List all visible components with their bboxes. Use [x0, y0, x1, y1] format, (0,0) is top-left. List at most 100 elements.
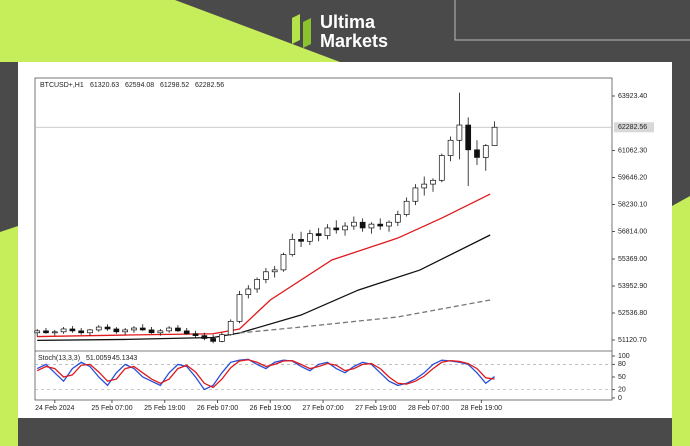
price-box — [614, 122, 654, 133]
candle-body — [482, 145, 489, 158]
candle-body — [377, 223, 384, 227]
candle-body — [113, 328, 120, 333]
stoch-title: Stoch(13,3,3) — [38, 355, 80, 362]
y-tick-label: 55369.00 — [618, 256, 647, 263]
candle-body — [183, 330, 190, 335]
x-tick-label: 26 Feb 07:00 — [197, 405, 238, 412]
x-tick-label: 27 Feb 19:00 — [355, 405, 396, 412]
header-open: 61320.63 — [90, 82, 119, 89]
candle-body — [51, 331, 58, 334]
candle-body — [359, 221, 366, 229]
panel — [18, 62, 672, 418]
stoch-signal: 45.1343 — [112, 355, 137, 362]
candle-body — [60, 328, 67, 333]
candle-body — [192, 333, 199, 336]
y-tick-label: 51120.70 — [618, 337, 647, 344]
x-tick-label: 25 Feb 07:00 — [91, 405, 132, 412]
indicator-line — [37, 193, 491, 338]
candle-body — [298, 239, 304, 242]
candle-body — [78, 330, 85, 334]
logo: Ultima Markets — [292, 12, 388, 51]
x-tick-label: 25 Feb 19:00 — [144, 405, 185, 412]
candle-body — [474, 149, 480, 158]
header-low: 61298.52 — [160, 82, 189, 89]
brand-name: Ultima — [320, 12, 376, 32]
y-tick-label: 0 — [618, 395, 622, 402]
candle-body — [157, 330, 164, 334]
indicator-line — [36, 358, 495, 391]
candle-body — [307, 233, 313, 242]
candle-body — [219, 334, 225, 342]
candle-body — [166, 327, 172, 332]
candle-body — [333, 227, 340, 231]
y-tick-label: 61062.30 — [618, 147, 647, 154]
candle-body — [104, 326, 111, 330]
candle-body — [245, 288, 252, 296]
candle-body — [456, 124, 463, 141]
candle-body — [280, 254, 287, 271]
candle-body — [315, 233, 322, 236]
y-tick-label: 50 — [618, 374, 626, 381]
header-high: 62594.08 — [125, 82, 154, 89]
logo-icon — [303, 18, 311, 48]
candle-body — [394, 214, 401, 223]
candle-body — [403, 200, 410, 215]
stoch-main: 51.0059 — [86, 355, 111, 362]
candle-body — [368, 223, 375, 229]
y-tick-label: 63923.40 — [618, 93, 647, 100]
candle-body — [412, 187, 419, 202]
candle-body — [148, 329, 155, 334]
x-tick-label: 28 Feb 19:00 — [461, 405, 502, 412]
candle-body — [69, 328, 76, 332]
decor-line — [454, 0, 690, 41]
candle-body — [34, 330, 41, 334]
brand-name: Markets — [320, 31, 388, 51]
accent — [0, 226, 18, 446]
x-tick-label: 26 Feb 19:00 — [250, 405, 291, 412]
candle-body — [122, 329, 129, 333]
candle-body — [210, 338, 216, 342]
y-tick-label: 20 — [618, 386, 626, 393]
indicator-line — [37, 234, 491, 342]
candle-body — [87, 329, 93, 334]
candle-body — [491, 126, 498, 146]
candle-body — [324, 227, 331, 236]
candle-body — [289, 239, 296, 255]
candle-body — [175, 327, 181, 332]
candle-body — [236, 294, 243, 322]
candle-body — [430, 179, 436, 185]
y-tick-label: 59646.20 — [618, 174, 647, 181]
candle-body — [201, 335, 208, 339]
candle-body — [263, 271, 269, 280]
candle-body — [227, 320, 234, 336]
candle-body — [139, 327, 146, 331]
candle-body — [465, 124, 472, 151]
candle-body — [254, 279, 260, 290]
candle-body — [131, 327, 137, 331]
y-tick-label: 56814.00 — [618, 228, 647, 235]
candle-body — [386, 221, 392, 227]
y-tick-label: 100 — [618, 353, 630, 360]
accent — [672, 196, 690, 446]
symbol: BTCUSD+,H1 — [40, 82, 84, 89]
y-tick-label: 53952.90 — [618, 283, 647, 290]
x-tick-label: 27 Feb 07:00 — [302, 405, 343, 412]
accent — [0, 0, 340, 62]
price-label: 62282.56 — [618, 124, 647, 131]
candle-body — [447, 139, 454, 156]
y-tick-label: 58230.10 — [618, 201, 647, 208]
candle-body — [95, 326, 102, 331]
x-tick-label: 28 Feb 07:00 — [408, 405, 449, 412]
candle-body — [342, 225, 348, 231]
x-tick-label: 24 Feb 2024 — [35, 405, 74, 412]
candle-body — [43, 330, 49, 334]
logo-icon — [292, 14, 300, 44]
main-pane: 63923.40 61062.30 59646.20 58230.10 56814.00… — [34, 92, 654, 412]
candle-body — [438, 155, 445, 181]
candle-body — [350, 221, 357, 227]
y-tick-label: 52536.80 — [618, 310, 647, 317]
header-close: 62282.56 — [195, 82, 224, 89]
indicator-line — [36, 359, 495, 389]
y-tick-label: 80 — [618, 361, 626, 368]
